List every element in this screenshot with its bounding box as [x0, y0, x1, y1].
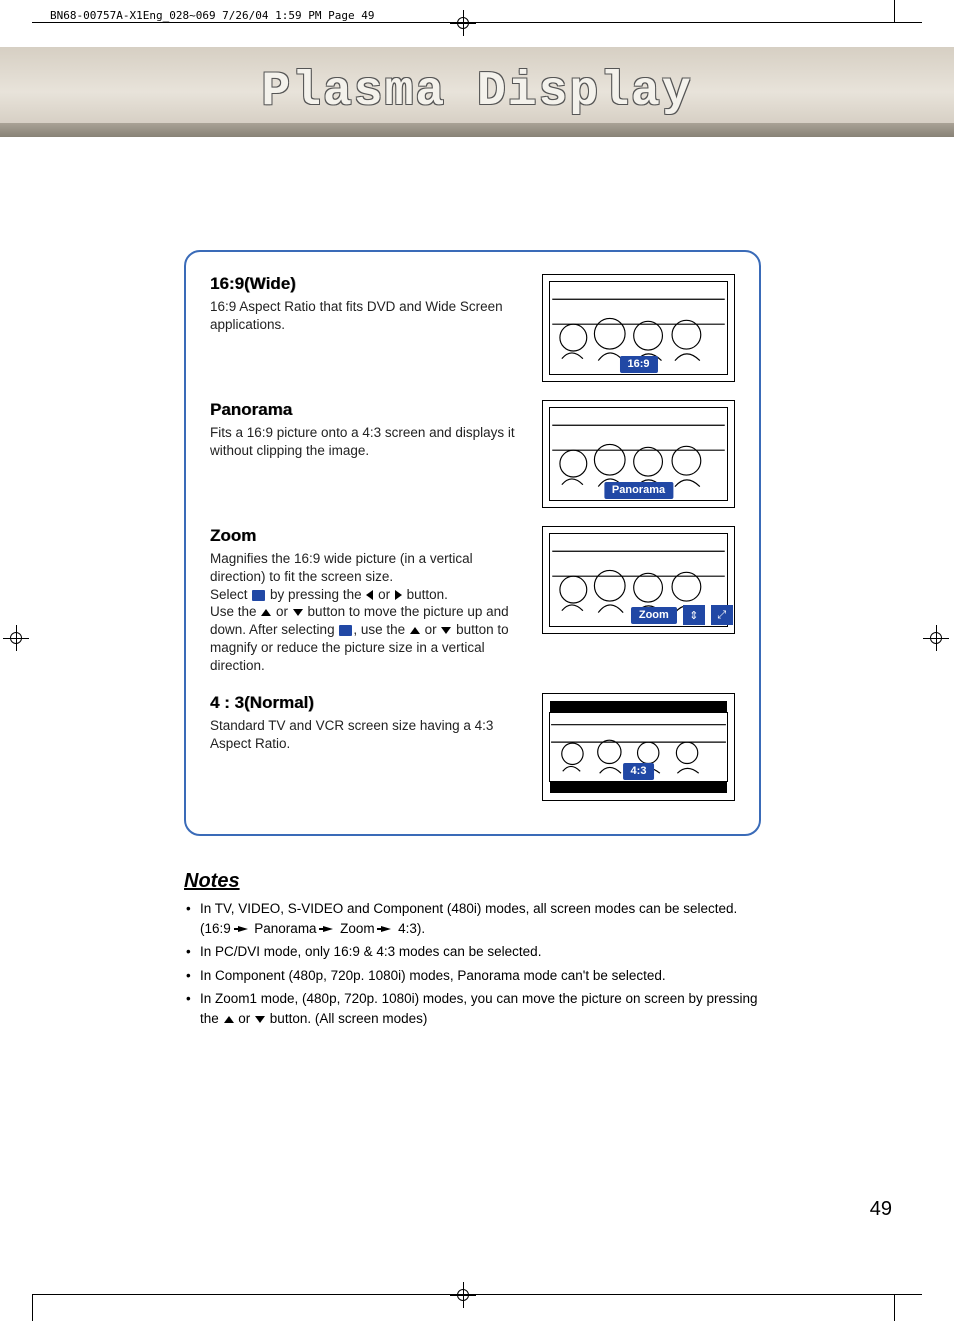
right-arrow-icon: [381, 926, 391, 932]
text: by pressing the: [266, 587, 365, 602]
registration-mark: [923, 625, 949, 651]
notes-section: Notes In TV, VIDEO, S-VIDEO and Componen…: [184, 870, 761, 1032]
page-banner: Plasma Display: [0, 47, 954, 137]
section-16-9: 16:9(Wide) 16:9 Aspect Ratio that fits D…: [210, 274, 735, 382]
text: button. (All screen modes): [266, 1011, 427, 1026]
notes-heading: Notes: [184, 870, 761, 893]
notes-item: In TV, VIDEO, S-VIDEO and Component (480…: [184, 899, 761, 938]
up-arrow-icon: [261, 609, 271, 616]
page-number: 49: [870, 1198, 892, 1221]
text: or: [374, 587, 394, 602]
text: button.: [403, 587, 448, 602]
notes-item: In Zoom1 mode, (480p, 720p. 1080i) modes…: [184, 989, 761, 1028]
registration-mark: [3, 625, 29, 651]
picture-size-icon: [252, 590, 265, 601]
aspect-thumbnail: Zoom ⇕ ⤢: [542, 526, 735, 634]
down-arrow-icon: [255, 1016, 265, 1023]
aspect-label: Panorama: [604, 482, 673, 499]
content-panel: 16:9(Wide) 16:9 Aspect Ratio that fits D…: [184, 250, 761, 836]
section-heading: 16:9(Wide): [210, 274, 524, 294]
aspect-label: Zoom: [631, 607, 677, 624]
section-4-3: 4 : 3(Normal) Standard TV and VCR screen…: [210, 693, 735, 801]
section-heading: 4 : 3(Normal): [210, 693, 524, 713]
zoom-size-icon: ⤢: [711, 605, 733, 625]
text: Select: [210, 587, 251, 602]
text: Use the: [210, 604, 260, 619]
page-title: Plasma Display: [0, 65, 954, 119]
text: (16:9: [200, 921, 235, 936]
text: Panorama: [251, 921, 321, 936]
notes-item: In Component (480p, 720p. 1080i) modes, …: [184, 966, 761, 986]
text: or: [235, 1011, 255, 1026]
right-arrow-icon: [395, 590, 402, 600]
registration-mark: [450, 10, 476, 36]
notes-item: In PC/DVI mode, only 16:9 & 4:3 modes ca…: [184, 942, 761, 962]
up-arrow-icon: [410, 627, 420, 634]
crop-mark: [894, 0, 895, 22]
registration-mark: [450, 1282, 476, 1308]
aspect-label: 4:3: [623, 763, 655, 780]
crop-mark: [894, 1295, 895, 1321]
section-panorama: Panorama Fits a 16:9 picture onto a 4:3 …: [210, 400, 735, 508]
text: Zoom: [336, 921, 378, 936]
up-arrow-icon: [224, 1016, 234, 1023]
section-heading: Panorama: [210, 400, 524, 420]
aspect-thumbnail: Panorama: [542, 400, 735, 508]
section-body: 16:9 Aspect Ratio that fits DVD and Wide…: [210, 298, 524, 334]
aspect-thumbnail: 16:9: [542, 274, 735, 382]
text: Magnifies the 16:9 wide picture (in a ve…: [210, 551, 473, 584]
section-body: Fits a 16:9 picture onto a 4:3 screen an…: [210, 424, 524, 460]
text: or: [272, 604, 292, 619]
right-arrow-icon: [323, 926, 333, 932]
section-zoom: Zoom Magnifies the 16:9 wide picture (in…: [210, 526, 735, 675]
down-arrow-icon: [293, 609, 303, 616]
aspect-label: 16:9: [619, 356, 657, 373]
text: 4:3).: [394, 921, 425, 936]
section-heading: Zoom: [210, 526, 524, 546]
text: , use the: [353, 622, 409, 637]
crop-mark: [32, 1294, 922, 1295]
crop-mark: [32, 1295, 33, 1321]
section-body: Standard TV and VCR screen size having a…: [210, 717, 524, 753]
crop-mark: [32, 22, 922, 23]
down-arrow-icon: [441, 627, 451, 634]
section-body: Magnifies the 16:9 wide picture (in a ve…: [210, 550, 524, 675]
text: or: [421, 622, 441, 637]
right-arrow-icon: [238, 926, 248, 932]
left-arrow-icon: [366, 590, 373, 600]
letterbox-bar: [550, 781, 727, 793]
text: In TV, VIDEO, S-VIDEO and Component (480…: [200, 901, 737, 916]
zoom-position-icon: ⇕: [683, 605, 705, 625]
picture-size-icon: [339, 625, 352, 636]
print-slug: BN68-00757A-X1Eng_028~069 7/26/04 1:59 P…: [50, 9, 375, 22]
aspect-thumbnail: 4:3: [542, 693, 735, 801]
